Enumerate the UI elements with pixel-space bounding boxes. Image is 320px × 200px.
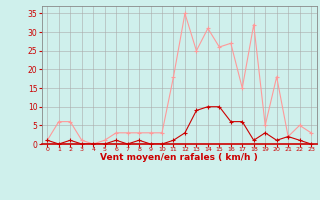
- X-axis label: Vent moyen/en rafales ( km/h ): Vent moyen/en rafales ( km/h ): [100, 153, 258, 162]
